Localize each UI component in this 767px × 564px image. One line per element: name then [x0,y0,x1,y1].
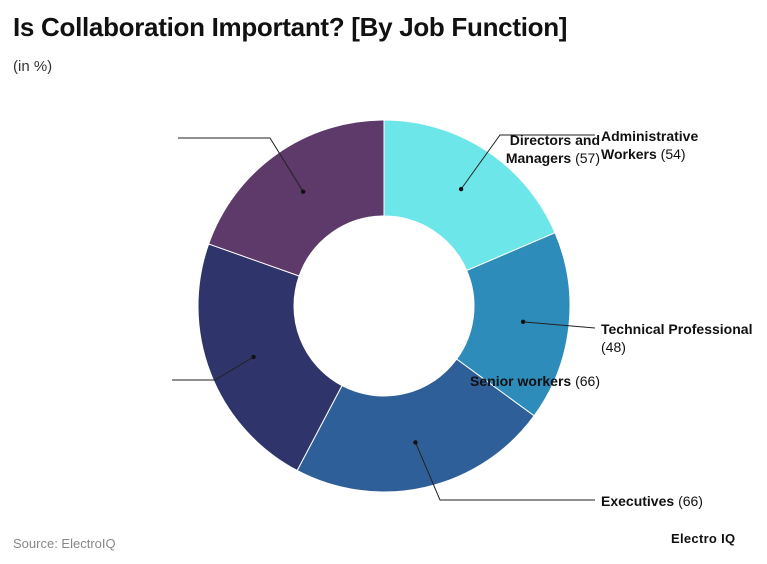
value-label: (57) [575,150,600,166]
leader-dot [251,354,256,360]
chart-subtitle: (in %) [13,58,53,75]
chart-title: Is Collaboration Important? [By Job Func… [13,12,568,42]
donut-slice [197,243,343,472]
value-label: (66) [678,493,703,509]
slice-label: Administrative Workers (54) [601,127,716,163]
slice-label: Technical Professional (48) [601,320,761,356]
value-label: (54) [660,146,686,162]
slice-label: Senior workers (66) [430,372,600,390]
donut-slice [383,119,556,272]
category-label: Executives [601,493,675,509]
category-label: Administrative Workers [601,128,699,162]
slice-label: Directors and Managers (57) [490,131,600,167]
category-label: Senior workers [470,373,572,389]
donut-slice [296,358,535,493]
donut-slice [455,232,571,417]
leader-dot [300,189,306,194]
leader-line [523,321,596,329]
leader-line [178,137,304,192]
leader-dot [413,440,418,445]
source: Source: ElectroIQ [13,536,116,551]
slice-label: Executives (66) [601,492,761,510]
leader-dot [458,186,464,192]
leader-line [460,134,595,190]
category-label: Technical Professional [601,321,753,337]
brand-logo: Electro IQ [671,531,736,546]
leader-line [415,442,595,501]
value-label: (66) [575,373,600,389]
donut-slice [208,119,385,277]
leader-dot [520,319,526,325]
category-label: Directors and Managers [505,132,600,166]
value-label: (48) [601,339,626,355]
leader-line [172,356,254,381]
